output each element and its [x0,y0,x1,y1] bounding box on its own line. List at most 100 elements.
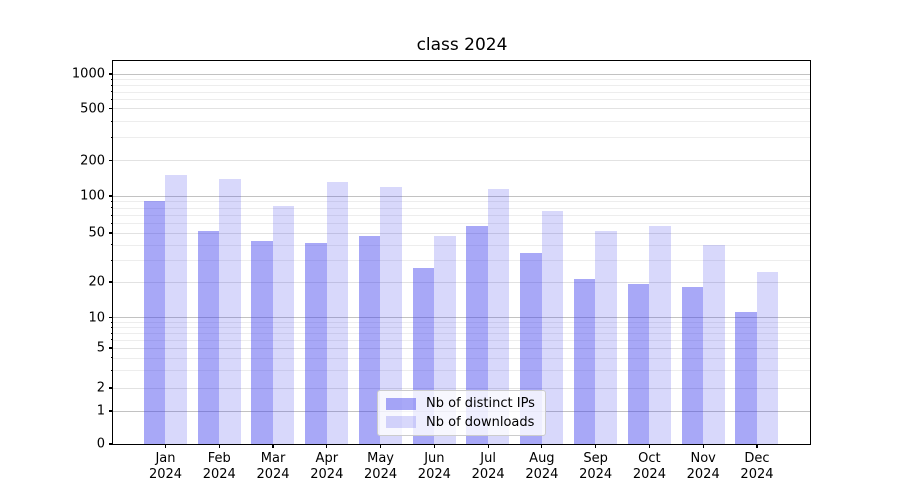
y-minor-tick-mark [110,207,113,209]
y-tick-mark [108,410,113,412]
x-tick-label: May 2024 [364,451,398,482]
gridline [113,108,810,110]
y-tick-label: 1 [96,403,105,419]
x-tick-label: Jan 2024 [148,451,183,482]
y-tick-label: 200 [80,153,105,168]
minor-gridline [113,207,810,209]
x-tick-mark [326,444,328,448]
x-tick-label: Jul 2024 [471,451,505,482]
y-minor-tick-mark [110,78,113,80]
minor-gridline [113,79,810,81]
x-tick-mark [379,444,382,448]
y-minor-tick-mark [110,201,113,203]
minor-gridline [113,327,810,329]
bar-distinct-ips-nov [681,287,703,444]
major-gridline [113,73,810,75]
bar-downloads-feb [219,178,241,444]
y-tick-label: 500 [80,101,105,116]
x-tick-label: Sep 2024 [579,451,613,482]
minor-gridline [113,91,810,93]
x-tick-mark [702,444,704,448]
x-tick-label: Feb 2024 [202,451,236,482]
gridline [113,232,810,234]
minor-gridline [113,244,810,246]
y-minor-tick-mark [110,136,113,138]
bar-distinct-ips-jan [143,201,166,444]
minor-gridline [113,99,810,101]
minor-gridline [113,321,810,323]
legend-label-distinct-ips: Nb of distinct IPs [426,396,535,412]
y-tick-label: 20 [88,274,105,290]
y-tick-mark [108,347,113,349]
y-minor-tick-mark [110,214,113,216]
bar-distinct-ips-feb [197,230,220,444]
x-tick-mark [487,444,489,448]
gridline [113,387,810,389]
y-minor-tick-mark [110,321,113,323]
y-tick-mark [108,443,113,445]
legend-label-downloads: Nb of downloads [426,414,535,430]
x-tick-label: Oct 2024 [632,451,666,482]
minor-gridline [113,339,810,341]
y-tick-label: 1000 [71,66,105,82]
major-gridline [113,317,810,319]
bar-distinct-ips-oct [627,284,650,444]
x-tick-label: Dec 2024 [740,451,774,482]
bar-downloads-may [380,187,402,444]
y-tick-label: 5 [96,340,105,356]
bar-downloads-nov [703,244,725,444]
bar-downloads-sep [595,230,617,444]
minor-gridline [113,357,810,359]
minor-gridline [113,84,810,86]
bar-downloads-aug [541,211,564,444]
y-tick-mark [108,387,113,389]
x-tick-mark [541,444,543,448]
y-tick-mark [108,73,113,75]
minor-gridline [113,137,810,139]
y-minor-tick-mark [110,98,113,100]
bar-downloads-oct [649,225,671,444]
bar-distinct-ips-jul [466,225,488,444]
x-tick-label: Mar 2024 [256,451,290,482]
gridline [113,281,810,283]
y-tick-label: 0 [96,436,105,452]
bar-downloads-dec [756,272,779,444]
bar-distinct-ips-sep [573,279,596,444]
y-minor-tick-mark [110,332,113,334]
y-tick-mark [108,159,113,162]
y-minor-tick-mark [110,120,113,122]
minor-gridline [113,370,810,372]
y-tick-label: 50 [88,225,105,241]
y-minor-tick-mark [110,244,113,246]
x-tick-mark [218,444,220,448]
x-tick-mark [272,444,274,448]
legend-item-downloads: Nb of downloads [386,415,537,430]
plot-area [112,60,811,445]
legend: Nb of distinct IPs Nb of downloads [377,390,546,436]
y-tick-label: 2 [96,380,105,396]
minor-gridline [113,332,810,334]
y-minor-tick-mark [110,326,113,328]
y-minor-tick-mark [110,369,113,371]
x-tick-label: Nov 2024 [686,451,720,482]
y-minor-tick-mark [110,357,113,359]
x-tick-mark [756,444,758,448]
minor-gridline [113,223,810,225]
legend-swatch-downloads [386,416,416,429]
bar-distinct-ips-apr [305,243,327,444]
bar-distinct-ips-mar [251,240,273,444]
y-minor-tick-mark [110,339,113,341]
y-minor-tick-mark [110,91,113,93]
bar-downloads-apr [326,182,349,444]
gridline [113,347,810,349]
y-tick-mark [108,281,113,283]
y-minor-tick-mark [110,259,113,261]
y-tick-mark [108,107,113,110]
x-tick-mark [648,444,651,448]
minor-gridline [113,260,810,262]
y-tick-label: 10 [88,310,105,325]
bar-downloads-mar [272,206,295,444]
bar-distinct-ips-dec [735,312,757,444]
chart-title: class 2024 [416,35,508,55]
y-tick-mark [108,316,113,319]
